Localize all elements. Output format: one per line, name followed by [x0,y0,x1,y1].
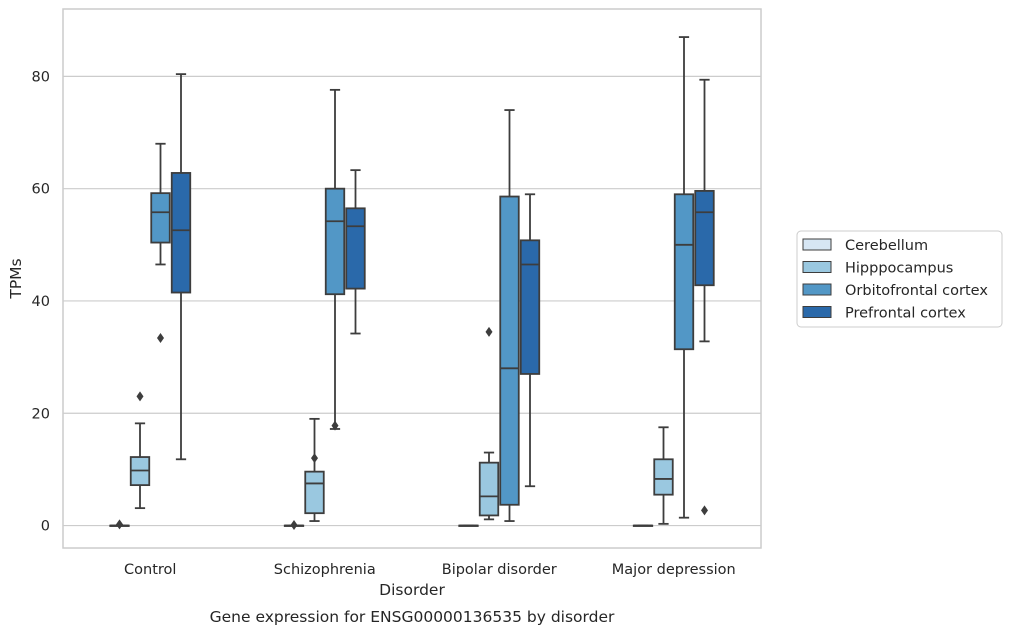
box-hipppocampus [653,426,674,525]
box-orbitofrontal-cortex [499,109,520,522]
outlier-point [136,391,144,402]
boxes [109,36,715,530]
outlier-point [290,519,298,530]
box-orbitofrontal-cortex [324,88,346,431]
chart-caption: Gene expression for ENSG00000136535 by d… [210,608,615,626]
legend-swatch [802,283,832,296]
legend-frame [796,230,1003,328]
box-prefrontal-cortex [170,73,192,461]
outlier-point [701,505,708,516]
x-tick-label: Major depression [612,562,736,578]
y-tick-label: 60 [32,182,50,198]
y-tick-label: 20 [32,406,50,422]
outlier-point [485,326,493,337]
y-axis-label: TPMs [7,258,25,299]
box-iqr [653,458,674,496]
box-hipppocampus [304,417,325,522]
box-cerebellum [109,519,130,530]
box-cerebellum [283,519,305,530]
box-cerebellum [458,524,479,527]
box-orbitofrontal-cortex [673,36,695,519]
box-prefrontal-cortex [694,78,715,516]
box-iqr [499,195,520,506]
legend: Cerebellum Hipppocampus Orbitofrontal cort… [796,230,1003,328]
y-tick-labels: 0 20 40 60 80 [32,69,50,534]
box-prefrontal-cortex [345,169,366,335]
box-prefrontal-cortex [519,193,541,488]
box-hipppocampus [129,391,151,510]
box-iqr [170,172,192,294]
box-hipppocampus [478,326,500,521]
box-iqr [478,461,500,517]
x-tick-labels: Control Schizophrenia Bipolar disorder Majo… [124,562,736,578]
y-tick-label: 0 [41,519,50,535]
box-iqr [324,187,346,296]
outlier-point [331,420,339,431]
plot-area-frame [62,8,762,549]
box-iqr [519,239,541,375]
outlier-point [157,333,164,344]
outlier-point [311,453,318,464]
legend-label: Prefrontal cortex [845,306,966,322]
y-tick-label: 80 [32,69,50,85]
box-iqr [673,193,695,351]
legend-label: Cerebellum [845,238,928,254]
box-iqr [345,207,366,290]
x-tick-label: Schizophrenia [274,562,376,578]
legend-swatch [802,306,832,318]
gridlines [63,75,761,527]
x-tick-label: Control [124,562,176,578]
box-cerebellum [632,524,654,527]
outlier-point [116,519,123,530]
x-tick-label: Bipolar disorder [442,562,557,578]
box-iqr [694,190,715,287]
box-iqr [304,470,325,515]
x-axis-label: Disorder [379,581,445,599]
legend-label: Hipppocampus [845,261,953,277]
box-orbitofrontal-cortex [150,142,171,344]
legend-swatch [802,261,832,273]
legend-swatch [802,238,832,251]
y-tick-label: 40 [32,294,50,310]
legend-label: Orbitofrontal cortex [845,283,988,299]
box-iqr [150,192,171,244]
